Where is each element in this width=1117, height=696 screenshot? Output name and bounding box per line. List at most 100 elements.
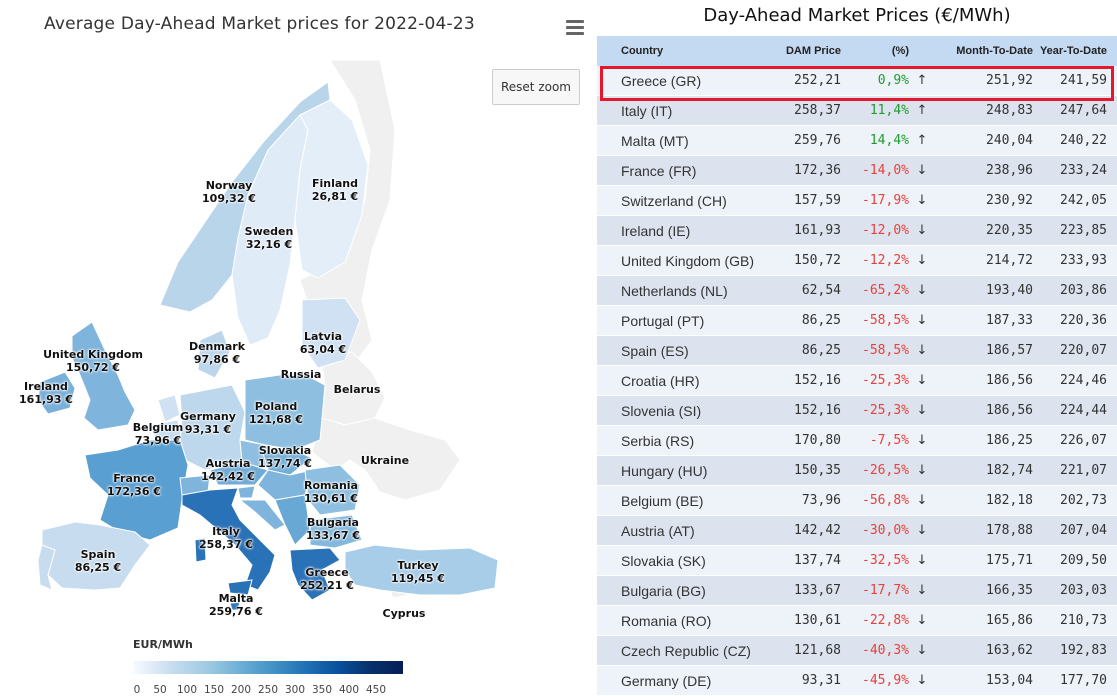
cell-pct-change: -25,3% — [841, 365, 909, 396]
map-label-poland: Poland 121,68 € — [249, 400, 303, 426]
table-row[interactable]: Bulgaria (BG) 133,67 -17,7% ↓ 166,35 203,03 — [597, 575, 1117, 606]
column-header-month-to-date[interactable]: Month-To-Date — [935, 36, 1033, 66]
table-header-row: Country DAM Price (%) Month-To-Date Year… — [597, 36, 1117, 66]
country-finland[interactable] — [294, 99, 369, 279]
reset-zoom-button[interactable]: Reset zoom — [492, 69, 580, 105]
country-malta[interactable] — [229, 601, 241, 611]
cell-month-to-date: 165,86 — [935, 605, 1033, 636]
arrow-down-icon: ↓ — [909, 185, 935, 216]
table-row[interactable]: Greece (GR) 252,21 0,9% ↑ 251,92 241,59 — [597, 66, 1117, 96]
country-romania[interactable] — [304, 464, 361, 516]
map-label-finland-name: Finland — [311, 177, 358, 190]
table-row[interactable]: Hungary (HU) 150,35 -26,5% ↓ 182,74 221,07 — [597, 455, 1117, 486]
table-row[interactable]: Slovenia (SI) 152,16 -25,3% ↓ 186,56 224,44 — [597, 395, 1117, 426]
cell-month-to-date: 248,83 — [935, 95, 1033, 126]
table-row[interactable]: Italy (IT) 258,37 11,4% ↑ 248,83 247,64 — [597, 95, 1117, 126]
europe-map[interactable] — [0, 0, 592, 630]
cell-year-to-date: 192,83 — [1033, 635, 1117, 666]
cell-year-to-date: 210,73 — [1033, 605, 1117, 636]
cell-country: Serbia (RS) — [597, 425, 755, 456]
arrow-up-icon: ↑ — [909, 125, 935, 156]
map-label-latvia: Latvia 63,04 € — [300, 330, 346, 356]
country-turkey[interactable] — [344, 544, 499, 596]
table-row[interactable]: United Kingdom (GB) 150,72 -12,2% ↓ 214,72 23… — [597, 245, 1117, 276]
cell-dam-price: 161,93 — [755, 215, 841, 246]
table-row[interactable]: Switzerland (CH) 157,59 -17,9% ↓ 230,92 242,0… — [597, 185, 1117, 216]
hamburger-menu-icon[interactable] — [566, 20, 584, 36]
country-serbia[interactable] — [274, 494, 311, 546]
table-row[interactable]: Belgium (BE) 73,96 -56,8% ↓ 182,18 202,73 — [597, 485, 1117, 516]
table-row[interactable]: Malta (MT) 259,76 14,4% ↑ 240,04 240,22 — [597, 125, 1117, 156]
country-france[interactable] — [84, 439, 189, 541]
legend-tick: 250 — [257, 684, 279, 696]
cell-pct-change: 0,9% — [841, 66, 909, 96]
country-slovakia[interactable] — [261, 449, 313, 476]
country-slovenia[interactable] — [237, 485, 256, 499]
column-header-pct[interactable]: (%) — [841, 36, 909, 66]
cell-dam-price: 73,96 — [755, 485, 841, 516]
table-row[interactable]: Ireland (IE) 161,93 -12,0% ↓ 220,35 223,85 — [597, 215, 1117, 246]
country-uk[interactable] — [71, 321, 136, 431]
map-title: Average Day-Ahead Market prices for 2022… — [44, 14, 475, 34]
country-austria[interactable] — [209, 461, 269, 486]
country-italy[interactable] — [181, 487, 276, 591]
table-row[interactable]: Spain (ES) 86,25 -58,5% ↓ 186,57 220,07 — [597, 335, 1117, 366]
arrow-down-icon: ↓ — [909, 485, 935, 516]
map-label-slovakia: Slovakia 137,74 € — [258, 444, 312, 470]
cell-country: Netherlands (NL) — [597, 275, 755, 306]
column-header-year-to-date[interactable]: Year-To-Date — [1033, 36, 1117, 66]
table-row[interactable]: Romania (RO) 130,61 -22,8% ↓ 165,86 210,73 — [597, 605, 1117, 636]
table-row[interactable]: Croatia (HR) 152,16 -25,3% ↓ 186,56 224,46 — [597, 365, 1117, 396]
country-croatia[interactable] — [238, 499, 286, 531]
legend-tick: 150 — [203, 684, 225, 696]
table-row[interactable]: Netherlands (NL) 62,54 -65,2% ↓ 193,40 203,86 — [597, 275, 1117, 306]
country-sardinia[interactable] — [194, 537, 207, 563]
map-label-ireland: Ireland 161,93 € — [19, 380, 73, 406]
cell-year-to-date: 242,05 — [1033, 185, 1117, 216]
map-label-cyprus-name: Cyprus — [382, 607, 426, 620]
table-row[interactable]: Portugal (PT) 86,25 -58,5% ↓ 187,33 220,36 — [597, 305, 1117, 336]
country-ireland[interactable] — [37, 371, 76, 415]
country-sicily[interactable] — [227, 579, 253, 596]
map-label-turkey-name: Turkey — [397, 559, 439, 572]
cell-pct-change: -12,2% — [841, 245, 909, 276]
map-label-denmark: Denmark 97,86 € — [189, 340, 245, 366]
map-label-ukraine: Ukraine — [361, 454, 409, 467]
table-row[interactable]: France (FR) 172,36 -14,0% ↓ 238,96 233,24 — [597, 155, 1117, 186]
cell-country: Slovakia (SK) — [597, 545, 755, 576]
map-label-italy: Italy 258,37 € — [199, 525, 253, 551]
cell-year-to-date: 226,07 — [1033, 425, 1117, 456]
table-row[interactable]: Germany (DE) 93,31 -45,9% ↓ 153,04 177,70 — [597, 665, 1117, 696]
cell-dam-price: 86,25 — [755, 335, 841, 366]
table-row[interactable]: Czech Republic (CZ) 121,68 -40,3% ↓ 163,62 19… — [597, 635, 1117, 666]
country-bulgaria[interactable] — [309, 514, 363, 549]
column-header-dam-price[interactable]: DAM Price — [755, 36, 841, 66]
country-greece[interactable] — [289, 547, 341, 601]
map-label-norway-name: Norway — [205, 179, 253, 192]
cell-year-to-date: 203,03 — [1033, 575, 1117, 606]
column-header-country[interactable]: Country — [597, 36, 755, 66]
cell-dam-price: 157,59 — [755, 185, 841, 216]
country-germany[interactable] — [179, 384, 246, 471]
country-portugal[interactable] — [37, 544, 56, 591]
map-panel: Average Day-Ahead Market prices for 2022… — [0, 0, 592, 696]
table-row[interactable]: Serbia (RS) 170,80 -7,5% ↓ 186,25 226,07 — [597, 425, 1117, 456]
cell-month-to-date: 220,35 — [935, 215, 1033, 246]
arrow-down-icon: ↓ — [909, 545, 935, 576]
country-netherlands[interactable] — [157, 394, 181, 423]
cell-year-to-date: 209,50 — [1033, 545, 1117, 576]
arrow-up-icon: ↑ — [909, 66, 935, 96]
country-latvia[interactable] — [301, 297, 361, 369]
map-label-spain-name: Spain — [80, 548, 116, 561]
cell-dam-price: 142,42 — [755, 515, 841, 546]
cell-month-to-date: 230,92 — [935, 185, 1033, 216]
table-row[interactable]: Austria (AT) 142,42 -30,0% ↓ 178,88 207,04 — [597, 515, 1117, 546]
map-label-france-value: 172,36 € — [107, 485, 161, 498]
cell-month-to-date: 193,40 — [935, 275, 1033, 306]
map-label-belarus-name: Belarus — [333, 383, 381, 396]
table-row[interactable]: Slovakia (SK) 137,74 -32,5% ↓ 175,71 209,50 — [597, 545, 1117, 576]
legend-color-scale — [133, 661, 403, 674]
cell-pct-change: -26,5% — [841, 455, 909, 486]
cell-country: Belgium (BE) — [597, 485, 755, 516]
country-denmark[interactable] — [197, 329, 231, 379]
